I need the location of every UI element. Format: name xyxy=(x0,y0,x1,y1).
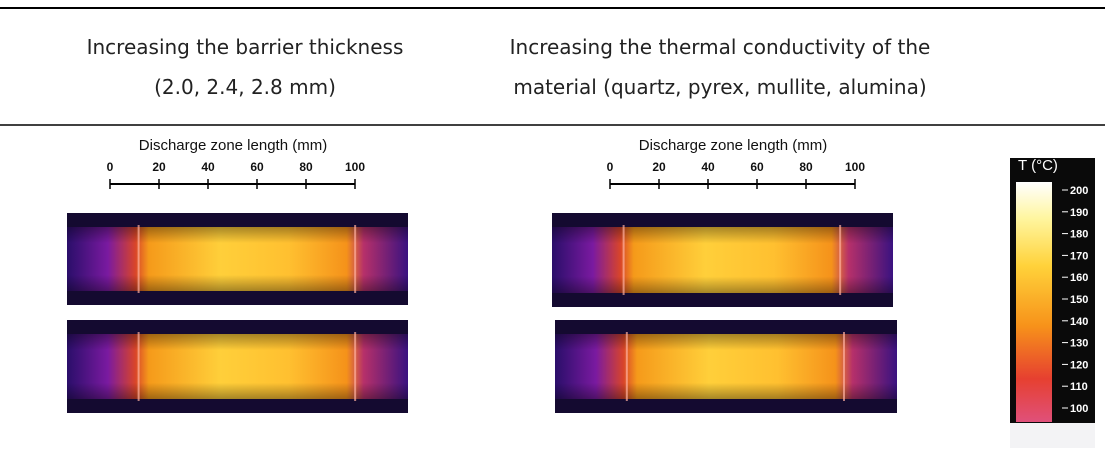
scale-tick-label: 60 xyxy=(250,160,264,174)
column-heading: (2.0, 2.4, 2.8 mm) xyxy=(154,75,336,99)
colorbar-tick-label: 100 xyxy=(1070,403,1088,415)
column-heading: Increasing the thermal conductivity of t… xyxy=(510,35,931,59)
colorbar-tick-label: 190 xyxy=(1070,207,1088,219)
scale-tick-label: 80 xyxy=(299,160,313,174)
column-heading: material (quartz, pyrex, mullite, alumin… xyxy=(513,75,926,99)
thermal-images xyxy=(67,213,897,413)
scale-tick-label: 40 xyxy=(201,160,215,174)
colorbar-tick-label: 200 xyxy=(1070,185,1088,197)
colorbar-tick-label: 130 xyxy=(1070,338,1088,350)
colorbar-tick-label: 110 xyxy=(1070,381,1088,393)
colorbar-tick-label: 120 xyxy=(1070,359,1088,371)
scale-tick-label: 20 xyxy=(652,160,666,174)
thermal-shade xyxy=(67,227,408,291)
thermal-shade xyxy=(552,227,893,293)
thermal-shade xyxy=(67,334,408,399)
scale-tick-label: 100 xyxy=(845,160,865,174)
scale-tick-label: 100 xyxy=(345,160,365,174)
colorbar xyxy=(1016,182,1052,422)
thermal-shade xyxy=(555,334,897,399)
scale-tick-label: 60 xyxy=(750,160,764,174)
scale-label: Discharge zone length (mm) xyxy=(139,137,327,154)
colorbar-tick-label: 160 xyxy=(1070,272,1088,284)
colorbar-fade xyxy=(1010,423,1095,448)
scale-label: Discharge zone length (mm) xyxy=(639,137,827,154)
scale-tick-label: 0 xyxy=(107,160,114,174)
column-heading: Increasing the barrier thickness xyxy=(87,35,404,59)
colorbar-tick-label: 150 xyxy=(1070,294,1088,306)
scale-tick-label: 20 xyxy=(152,160,166,174)
scale-tick-label: 40 xyxy=(701,160,715,174)
scale-tick-label: 0 xyxy=(607,160,614,174)
colorbar-tick-label: 170 xyxy=(1070,250,1088,262)
colorbar-tick-label: 180 xyxy=(1070,229,1088,241)
colorbar-tick-label: 140 xyxy=(1070,316,1088,328)
colorbar-title: T (°C) xyxy=(1018,157,1058,174)
scale-tick-label: 80 xyxy=(799,160,813,174)
